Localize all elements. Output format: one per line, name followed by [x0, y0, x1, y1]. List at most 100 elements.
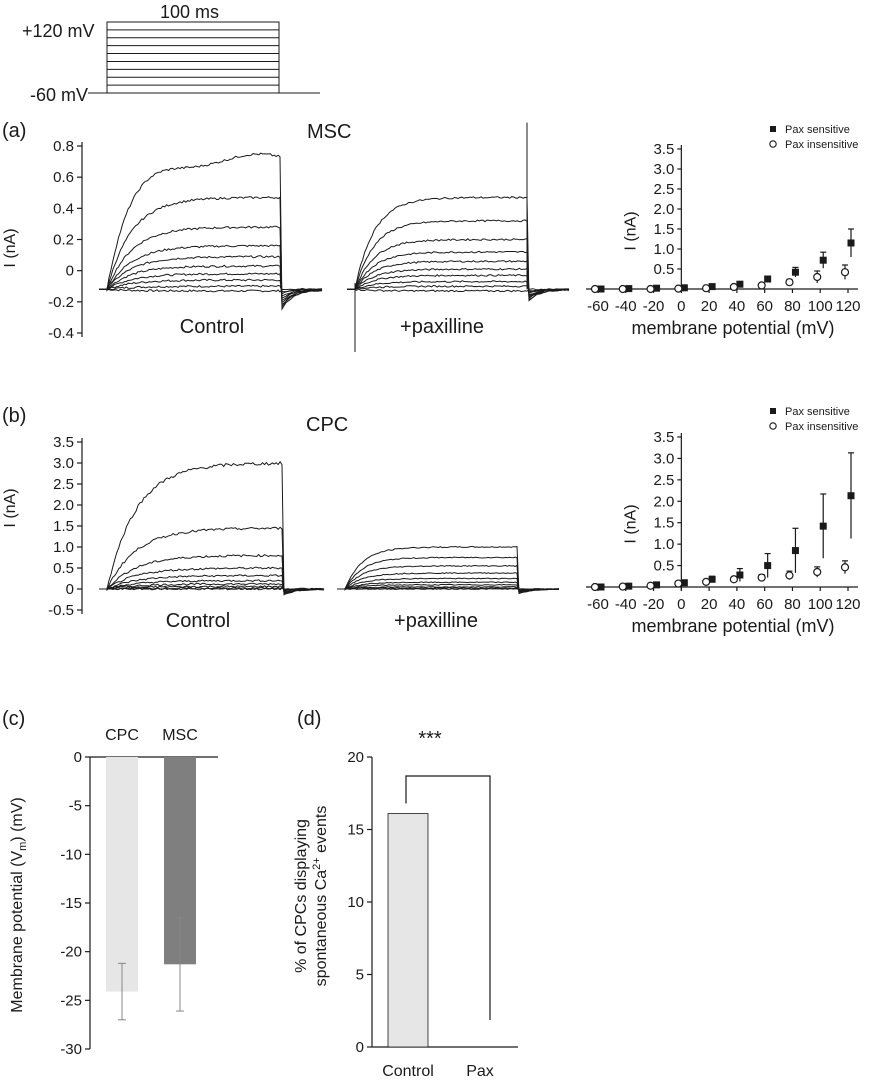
current-trace: [347, 288, 570, 293]
panel-c-ytick-label: -30: [60, 1041, 82, 1058]
current-trace: [347, 238, 570, 300]
current-trace: [347, 267, 570, 295]
panel-a-iv-point-pax-sensitive: [653, 284, 661, 292]
current-trace: [347, 250, 570, 298]
current-trace: [347, 196, 570, 302]
panel-c-ytick-label: -10: [60, 846, 82, 863]
panel-d-category-label: Pax: [466, 1063, 494, 1080]
current-trace: [99, 553, 325, 595]
panel-b-ytick-label: -0.5: [48, 602, 74, 619]
panel-a-iv-legend-square: [770, 126, 776, 132]
panel-b-ytick-label: 1.5: [53, 518, 74, 535]
panel-b-paxilline-traces: [337, 545, 560, 595]
panel-a-ytick-label: 0.4: [53, 200, 74, 217]
panel-b-iv-ylabel: I (nA): [622, 504, 639, 543]
panel-a-iv-xtick-label: -60: [587, 298, 609, 315]
current-trace: [99, 582, 325, 592]
panel-a-letter: (a): [2, 120, 26, 142]
current-trace: [337, 572, 560, 593]
panel-a-trace-ylabel: I (nA): [2, 228, 19, 267]
panel-c-ylabel-end: ) (mV): [9, 797, 26, 841]
panel-b-iv-point-pax-insensitive: [590, 582, 600, 592]
panel-b-iv-point-pax-sensitive: [597, 583, 605, 591]
panel-a-iv-plot: -60 -40 -20 0 20 40 60 80 100 120 0.5 1.0 1.5 2.0 2.5 3…: [586, 124, 861, 338]
panel-b-paxilline-label: +paxilline: [394, 610, 478, 632]
panel-b-iv-point-pax-insensitive: [757, 573, 766, 582]
panel-a-iv-point-pax-insensitive: [840, 268, 850, 277]
panel-b-iv-ytick-label: 2.5: [653, 472, 674, 489]
panel-b-iv-legend-label-sensitive: Pax sensitive: [785, 406, 850, 418]
panel-a-ytick-label: 0.6: [53, 169, 74, 186]
panel-a-iv-point-pax-sensitive: [764, 275, 772, 283]
panel-b-title: CPC: [306, 414, 348, 436]
panel-b-iv-point-pax-insensitive: [702, 577, 711, 586]
panel-b-iv-point-pax-sensitive: [764, 562, 772, 570]
panel-a-ytick-label: 0.8: [53, 138, 74, 155]
panel-a-iv-point-pax-sensitive: [819, 256, 827, 264]
protocol-duration-label: 100 ms: [160, 2, 219, 22]
panel-b-iv-point-pax-sensitive: [680, 579, 688, 587]
panel-b-iv-ytick-label: 2.0: [653, 493, 674, 510]
panel-b-iv-ytick-label: 3.0: [653, 450, 674, 467]
panel-b-letter: (b): [2, 405, 26, 427]
panel-a-iv-point-pax-insensitive: [702, 284, 711, 293]
protocol-bottom-label: -60 mV: [30, 85, 88, 105]
current-trace: [99, 574, 325, 593]
voltage-protocol: 100 ms +120 mV -60 mV: [22, 2, 320, 105]
panel-b-iv-point-pax-insensitive: [729, 575, 738, 584]
panel-c-letter: (c): [2, 708, 25, 730]
panel-b-control-traces: [99, 460, 325, 596]
panel-c-ylabel: Membrane potential (Vm) (mV): [9, 797, 29, 1012]
panel-a-ytick-label: -0.2: [48, 294, 74, 311]
panel-c-ytick-label: -20: [60, 944, 82, 961]
panel-b-ytick-label: 0: [66, 581, 74, 598]
current-trace: [337, 556, 560, 594]
panel-b-iv-point-pax-sensitive: [625, 582, 633, 590]
panel-a-iv-legend-label-insensitive: Pax insensitive: [785, 139, 858, 151]
protocol-steps: [88, 21, 320, 94]
current-trace: [347, 280, 570, 293]
panel-a-iv-ytick-label: 3.0: [653, 161, 674, 178]
panel-a-iv-xtick-label: 20: [701, 298, 718, 315]
panel-d-ylabel-pre: spontaneous Ca: [313, 870, 330, 987]
panel-b-ytick-label: 3.0: [53, 455, 74, 472]
current-trace: [99, 255, 323, 302]
panel-b-iv-ytick-label: 0.5: [653, 558, 674, 575]
current-trace: [99, 586, 325, 591]
panel-c-category-label: CPC: [105, 727, 139, 744]
current-trace: [99, 526, 325, 595]
panel-a-iv-point-pax-sensitive: [791, 268, 799, 276]
panel-a-iv-point-pax-insensitive: [674, 284, 683, 293]
panel-d-ylabel-line1: % of CPCs displaying: [293, 819, 310, 973]
panel-a-iv-xlabel: membrane potential (mV): [631, 318, 834, 338]
current-trace: [99, 152, 323, 311]
panel-b-ytick-label: 2.0: [53, 497, 74, 514]
current-trace: [99, 579, 325, 593]
panel-d-ytick-label: 20: [347, 749, 364, 766]
panel-b-iv-xtick-label: -60: [587, 596, 609, 613]
panel-a-iv-ytick-label: 2.5: [653, 181, 674, 198]
panel-b-iv-point-pax-insensitive: [840, 563, 850, 572]
panel-a-iv-legend-circle: [769, 140, 777, 148]
panel-d-ylabel-line2: spontaneous Ca2+ events: [311, 806, 330, 987]
panel-b-iv-point-pax-sensitive: [653, 581, 661, 589]
panel-a-iv-point-pax-sensitive: [736, 280, 744, 288]
current-trace: [99, 278, 323, 295]
panel-b-iv-point-pax-insensitive: [618, 582, 627, 591]
panel-b-trace-ylabel: I (nA): [2, 488, 19, 527]
panel-b-iv-legend-label-insensitive: Pax insensitive: [785, 421, 858, 433]
current-trace: [337, 581, 559, 592]
panel-c-ytick-label: -15: [60, 895, 82, 912]
panel-d-ylabel-sup: 2+: [311, 857, 323, 870]
panel-d-ytick-label: 10: [347, 894, 364, 911]
panel-a-iv-point-pax-insensitive: [729, 282, 738, 292]
panel-a-iv-ytick-label: 1.5: [653, 221, 674, 238]
panel-a-iv-xtick-label: 120: [835, 298, 860, 315]
panel-c-ylabel-main: Membrane potential (V: [9, 851, 26, 1013]
panel-a-iv-xtick-label: 0: [677, 298, 685, 315]
panel-a-iv-point-pax-insensitive: [757, 281, 766, 290]
panel-b-ytick-label: 1.0: [53, 539, 74, 556]
panel-b-iv-legend-circle: [769, 422, 777, 430]
panel-a-iv-point-pax-sensitive: [680, 284, 688, 292]
